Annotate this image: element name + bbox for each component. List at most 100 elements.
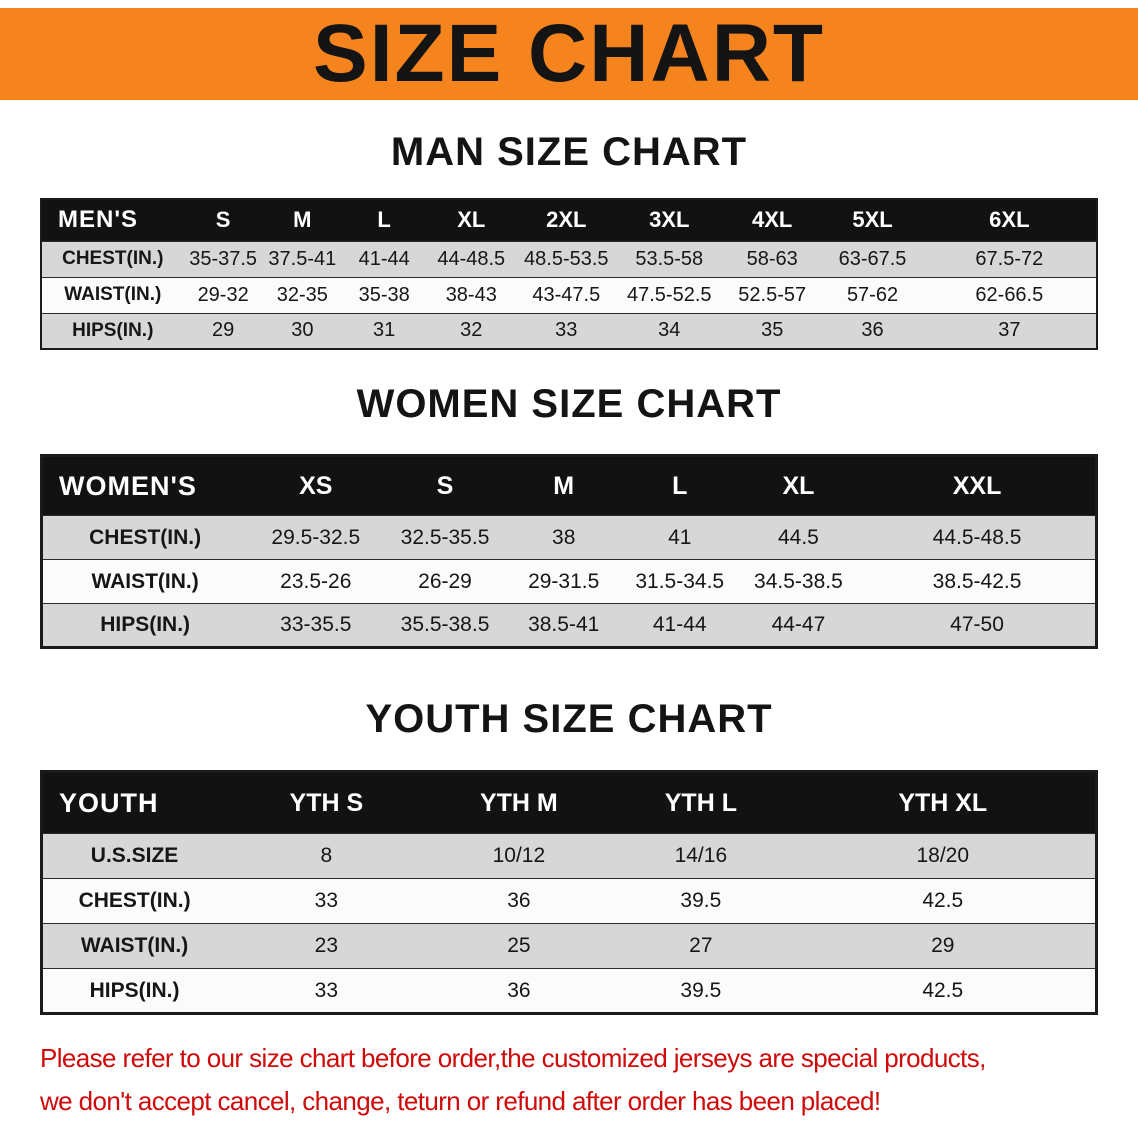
table-cell: 48.5-53.5 [524,247,609,270]
youth-chest-row: CHEST(IN.) 33 36 39.5 42.5 [41,878,1097,924]
youth-size-col-m: YTH M [479,788,558,817]
youth-corner-label: YOUTH [59,787,159,818]
disclaimer-line-2: we don't accept cancel, change, teturn o… [40,1086,881,1116]
row-label: WAIST(IN.) [64,284,162,305]
men-chest-row: CHEST(IN.) 35-37.5 37.5-41 41-44 44-48.5… [41,241,1097,277]
men-heading: MAN SIZE CHART [390,130,748,174]
youth-ussize-row: U.S.SIZE 8 10/12 14/16 18/20 [41,833,1097,879]
table-cell: 29-32 [197,283,249,306]
youth-size-table: YOUTH YTH S YTH M YTH L YTH XL U.S.SIZE … [40,770,1098,1015]
table-cell: 29 [931,934,955,957]
table-cell: 23.5-26 [280,569,352,593]
table-cell: 25 [507,934,531,957]
men-header-row: MEN'S S M L XL 2XL 3XL 4XL 5XL 6XL [41,199,1097,241]
table-cell: 14/16 [674,844,728,867]
women-hips-row: HIPS(IN.) 33-35.5 35.5-38.5 38.5-41 41-4… [41,603,1097,648]
table-cell: 38 [552,525,576,549]
men-waist-row: WAIST(IN.) 29-32 32-35 35-38 38-43 43-47… [41,277,1097,313]
table-cell: 44.5 [777,525,819,549]
table-cell: 47-50 [950,613,1004,636]
table-cell: 36 [507,889,531,912]
women-size-col-m: M [553,471,575,500]
men-corner-label: MEN'S [58,206,139,234]
table-cell: 38.5-41 [528,613,600,636]
men-size-col-6xl: 6XL [989,207,1030,233]
row-label: WAIST(IN.) [91,569,199,593]
size-chart-banner: SIZE CHART [0,8,1138,100]
row-label: CHEST(IN.) [89,525,202,549]
table-cell: 29 [212,319,235,342]
women-chest-row: CHEST(IN.) 29.5-32.5 32.5-35.5 38 41 44.… [41,515,1097,560]
table-cell: 35.5-38.5 [400,613,490,636]
table-cell: 41 [668,525,692,549]
youth-size-col-s: YTH S [289,788,364,817]
women-section: WOMEN SIZE CHART WOMEN'S XS S M L XL XXL… [0,380,1138,649]
men-size-table: MEN'S S M L XL 2XL 3XL 4XL 5XL 6XL CHEST… [40,198,1098,350]
men-size-col-l: L [377,207,391,233]
men-size-col-3xl: 3XL [649,207,690,233]
women-size-col-xl: XL [782,471,815,500]
table-cell: 36 [861,319,884,342]
men-size-col-m: M [293,207,312,233]
table-cell: 53.5-58 [635,247,704,270]
women-size-col-l: L [672,471,688,500]
table-cell: 30 [291,319,314,342]
table-cell: 33 [314,978,339,1002]
women-size-col-s: S [436,471,454,500]
youth-waist-row: WAIST(IN.) 23 25 27 29 [41,923,1097,969]
youth-header-row: YOUTH YTH S YTH M YTH L YTH XL [41,771,1097,834]
women-heading: WOMEN SIZE CHART [356,382,782,426]
table-cell: 37.5-41 [268,247,337,270]
table-cell: 37 [998,319,1021,342]
table-cell: 39.5 [680,889,722,912]
disclaimer-note: Please refer to our size chart before or… [40,1037,1102,1123]
women-size-table: WOMEN'S XS S M L XL XXL CHEST(IN.) 29.5-… [40,454,1098,649]
men-size-col-4xl: 4XL [752,207,793,233]
row-label: CHEST(IN.) [78,889,191,912]
disclaimer-line-1: Please refer to our size chart before or… [40,1043,986,1073]
women-size-col-xxl: XXL [952,471,1002,500]
women-waist-row: WAIST(IN.) 23.5-26 26-29 29-31.5 31.5-34… [41,559,1097,604]
table-cell: 33 [314,889,339,912]
table-cell: 38.5-42.5 [932,569,1022,593]
table-cell: 38-43 [445,283,497,306]
table-cell: 41-44 [652,613,707,636]
table-cell: 29-31.5 [528,569,600,593]
table-cell: 33 [555,319,578,342]
men-size-col-2xl: 2XL [546,207,587,233]
men-hips-row: HIPS(IN.) 29 30 31 32 33 34 35 36 37 [41,313,1097,349]
row-label: WAIST(IN.) [80,934,189,957]
men-size-col-s: S [215,207,231,233]
table-cell: 26-29 [418,569,472,593]
table-cell: 33-35.5 [280,613,352,636]
row-label: U.S.SIZE [90,844,179,867]
table-cell: 18/20 [916,844,970,867]
table-cell: 63-67.5 [838,247,907,270]
table-cell: 34.5-38.5 [754,569,843,593]
row-label: HIPS(IN.) [89,978,180,1002]
page-title: SIZE CHART [313,8,825,99]
table-cell: 35 [761,319,784,342]
table-cell: 23 [314,934,339,957]
table-cell: 29.5-32.5 [271,525,361,549]
table-cell: 34 [658,319,681,342]
table-cell: 8 [320,844,333,867]
table-cell: 44-48.5 [437,247,506,270]
row-label: HIPS(IN.) [72,319,154,341]
table-cell: 41-44 [358,247,410,270]
table-cell: 67.5-72 [975,247,1044,270]
table-cell: 35-37.5 [189,247,258,270]
table-cell: 44-47 [771,613,826,636]
table-cell: 39.5 [680,978,722,1002]
table-cell: 52.5-57 [738,283,807,306]
youth-size-col-xl: YTH XL [898,788,988,817]
table-cell: 43-47.5 [532,283,601,306]
men-section: MAN SIZE CHART MEN'S S M L XL 2XL 3XL 4X… [0,128,1138,350]
table-cell: 58-63 [746,247,798,270]
table-cell: 36 [507,978,531,1002]
table-cell: 10/12 [492,844,546,867]
youth-section: YOUTH SIZE CHART YOUTH YTH S YTH M YTH L… [0,695,1138,1015]
table-cell: 35-38 [358,283,410,306]
youth-hips-row: HIPS(IN.) 33 36 39.5 42.5 [41,968,1097,1014]
row-label: CHEST(IN.) [62,248,164,269]
